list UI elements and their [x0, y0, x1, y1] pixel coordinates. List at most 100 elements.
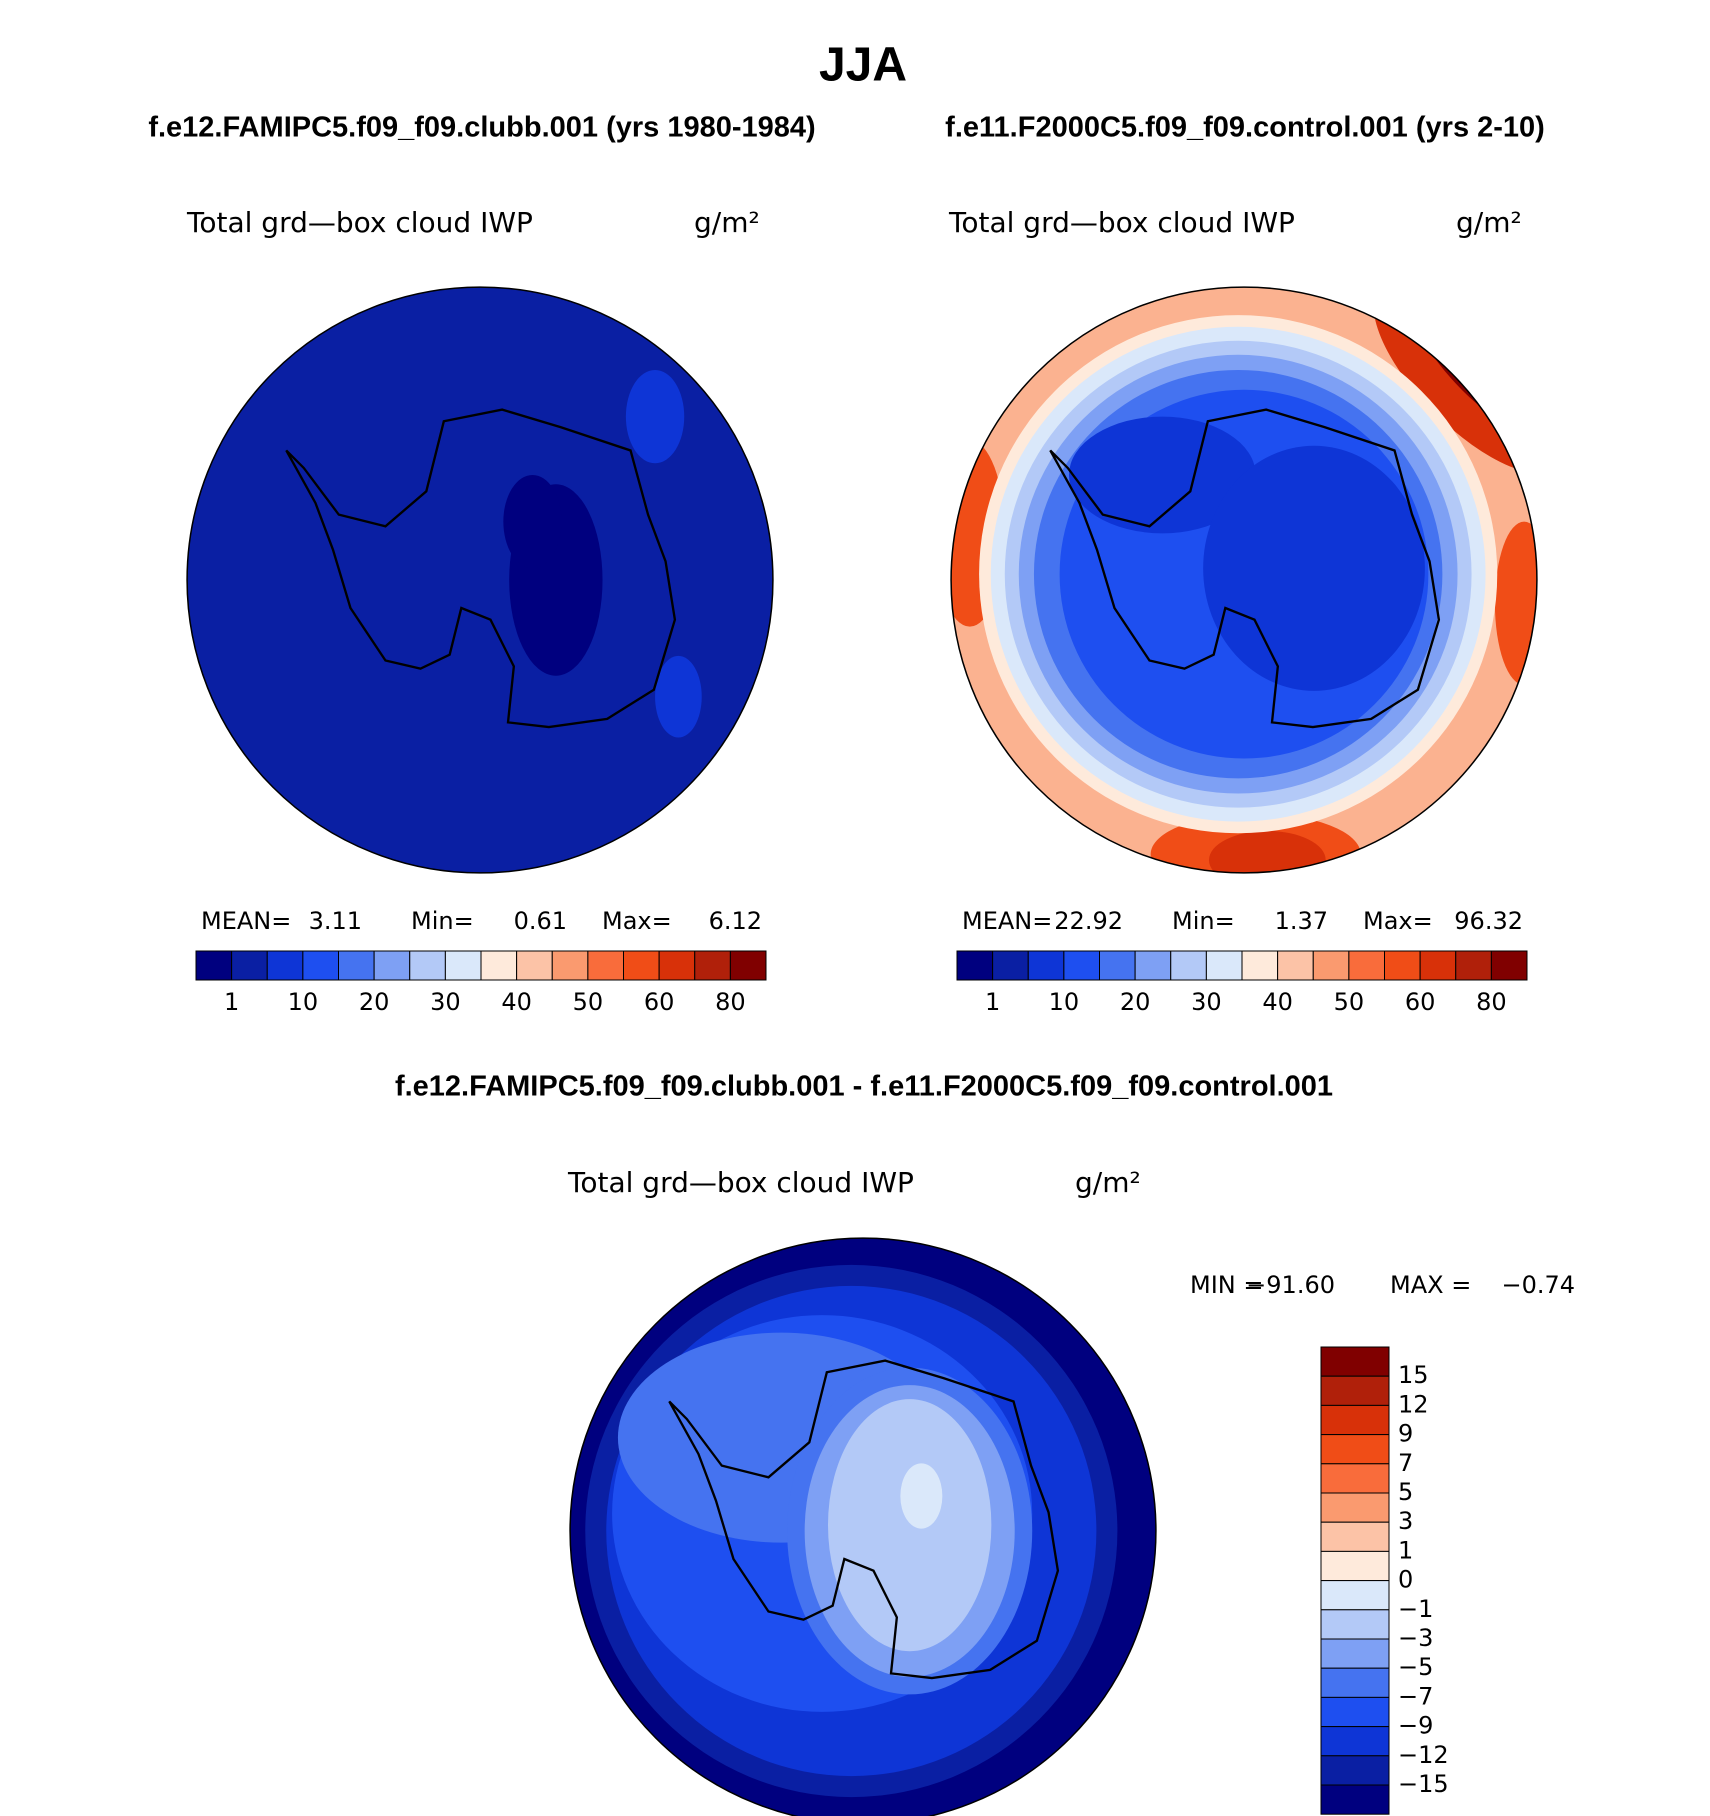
- stat-value: 22.92: [1054, 907, 1123, 935]
- colorbar-box: [1320, 1784, 1390, 1815]
- stat-value: −0.74: [1501, 1271, 1575, 1299]
- stat-label: Max=: [1363, 907, 1433, 935]
- colorbar-label: 15: [1398, 1361, 1429, 1389]
- stat-value: 1.37: [1275, 907, 1328, 935]
- colorbar-box: [956, 950, 994, 981]
- colorbar-label: 20: [359, 988, 390, 1016]
- colorbar-label: 3: [1398, 1507, 1413, 1535]
- colorbar-label: 50: [573, 988, 604, 1016]
- colorbar-label: 1: [985, 988, 1000, 1016]
- colorbar-box: [231, 950, 268, 981]
- stat-value: 0.61: [514, 907, 567, 935]
- colorbar-box: [409, 950, 446, 981]
- colorbar-box: [1320, 1609, 1390, 1640]
- colorbar-label: 40: [1262, 988, 1293, 1016]
- colorbar-box: [444, 950, 482, 981]
- map: [569, 1237, 1157, 1816]
- colorbar-box: [1099, 950, 1136, 981]
- units: g/m²: [1456, 206, 1522, 239]
- colorbar-box: [1205, 950, 1243, 981]
- colorbar-box: [1027, 950, 1065, 981]
- panel-subtitle: f.e12.FAMIPC5.f09_f09.clubb.001 (yrs 198…: [148, 112, 815, 144]
- colorbar-box: [1241, 950, 1279, 981]
- stat-label: Min=: [1172, 907, 1235, 935]
- map: [950, 286, 1538, 874]
- colorbar-box: [1320, 1375, 1390, 1406]
- colorbar-box: [516, 950, 553, 981]
- colorbar-label: 9: [1398, 1420, 1413, 1448]
- colorbar-label: −9: [1398, 1712, 1433, 1740]
- colorbar-box: [1348, 950, 1385, 981]
- colorbar-box: [1320, 1346, 1390, 1377]
- colorbar-box: [694, 950, 731, 981]
- stat-label: Max=: [602, 907, 672, 935]
- colorbar-box: [1063, 950, 1100, 981]
- colorbar-box: [1320, 1492, 1390, 1523]
- colorbar-box: [1320, 1434, 1390, 1465]
- colorbar-box: [1320, 1580, 1390, 1611]
- colorbar-label: −3: [1398, 1624, 1433, 1652]
- field-label: Total grd—box cloud IWP: [567, 1166, 914, 1199]
- colorbar-box: [1320, 1667, 1390, 1698]
- colorbar-label: 50: [1334, 988, 1365, 1016]
- colorbar-label: 12: [1398, 1390, 1429, 1418]
- colorbar-label: 60: [644, 988, 675, 1016]
- colorbar-box: [1277, 950, 1314, 981]
- colorbar-label: 60: [1405, 988, 1436, 1016]
- map: [186, 286, 774, 874]
- colorbar-box: [1490, 950, 1528, 981]
- stat-label: MEAN=: [201, 907, 291, 935]
- colorbar-label: 20: [1120, 988, 1151, 1016]
- colorbar-label: 40: [501, 988, 532, 1016]
- stat-value: 96.32: [1454, 907, 1523, 935]
- colorbar-box: [1419, 950, 1457, 981]
- colorbar-label: −1: [1398, 1595, 1433, 1623]
- colorbar-box: [1320, 1726, 1390, 1757]
- stat-label: MIN =: [1190, 1271, 1263, 1299]
- colorbar-box: [729, 950, 767, 981]
- colorbar-label: 80: [715, 988, 746, 1016]
- colorbar-box: [338, 950, 375, 981]
- colorbar-box: [1134, 950, 1172, 981]
- field-label: Total grd—box cloud IWP: [186, 206, 533, 239]
- colorbar-box: [1320, 1404, 1390, 1436]
- panel-subtitle: f.e11.F2000C5.f09_f09.control.001 (yrs 2…: [945, 112, 1545, 144]
- colorbar-box: [1320, 1696, 1390, 1728]
- colorbar-box: [1170, 950, 1207, 981]
- colorbar-box: [551, 950, 589, 981]
- colorbar-box: [1320, 1755, 1390, 1786]
- diff-subtitle: f.e12.FAMIPC5.f09_f09.clubb.001 - f.e11.…: [395, 1071, 1333, 1103]
- colorbar-label: 10: [288, 988, 319, 1016]
- colorbar-box: [1320, 1638, 1390, 1669]
- colorbar-box: [1320, 1521, 1390, 1552]
- units: g/m²: [1075, 1166, 1141, 1199]
- colorbar-box: [992, 950, 1029, 981]
- colorbar-label: 30: [430, 988, 461, 1016]
- colorbar-label: 30: [1191, 988, 1222, 1016]
- colorbar-box: [266, 950, 304, 981]
- colorbar-box: [1384, 950, 1421, 981]
- stat-label: Min=: [411, 907, 474, 935]
- units: g/m²: [694, 206, 760, 239]
- colorbar-label: 5: [1398, 1478, 1413, 1506]
- colorbar-box: [623, 950, 660, 981]
- colorbar-label: −7: [1398, 1682, 1433, 1710]
- colorbar-box: [195, 950, 233, 981]
- colorbar-label: 7: [1398, 1449, 1413, 1477]
- stat-value: −91.60: [1246, 1271, 1335, 1299]
- colorbar-label: 80: [1476, 988, 1507, 1016]
- colorbar-box: [587, 950, 624, 981]
- colorbar-box: [1455, 950, 1492, 981]
- colorbar-label: −15: [1398, 1770, 1449, 1798]
- stat-label: MAX =: [1390, 1271, 1471, 1299]
- colorbar-label: 10: [1049, 988, 1080, 1016]
- overlay: MEAN= 3.11 Min= 0.61 Max= 6.121 10 20 30 40 50 60 80…: [195, 907, 1575, 1815]
- colorbar-label: −5: [1398, 1653, 1433, 1681]
- colorbar-box: [1320, 1463, 1390, 1494]
- stat-value: 3.11: [309, 907, 362, 935]
- field-label: Total grd—box cloud IWP: [948, 206, 1295, 239]
- colorbar-box: [658, 950, 696, 981]
- colorbar-label: 1: [1398, 1536, 1413, 1564]
- colorbar-label: −12: [1398, 1741, 1449, 1769]
